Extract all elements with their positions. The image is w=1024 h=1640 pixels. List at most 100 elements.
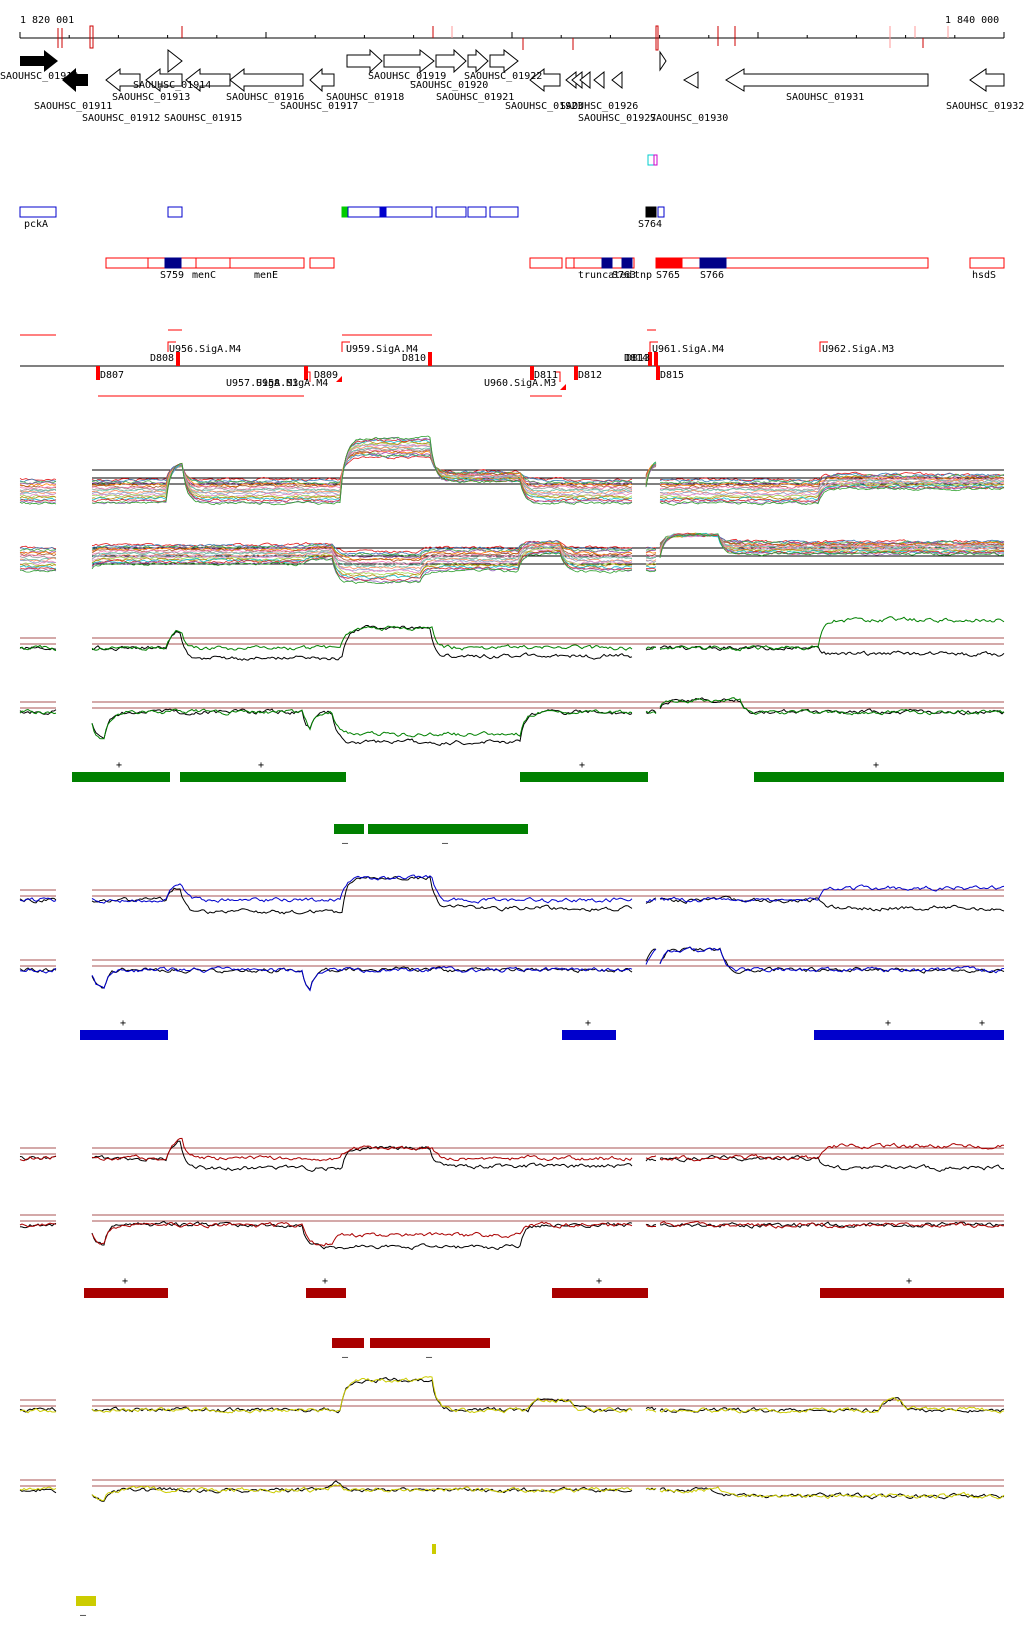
sample-trace (645, 570, 657, 573)
green-plus-label: + (258, 760, 264, 771)
gene-SAOUHSC_01913-arrow[interactable] (145, 67, 183, 93)
sample-trace (645, 548, 656, 551)
gene-label: SAOUHSC_01911 (34, 101, 112, 112)
sample-trace (19, 560, 57, 566)
sample-trace (19, 481, 57, 485)
condition-trace (91, 874, 633, 904)
control-trace (645, 948, 657, 962)
blue-plus-label: + (979, 1018, 985, 1029)
gene-SAOUHSC_01926-arrows[interactable] (565, 70, 605, 90)
gene-label: SAOUHSC_01919 (368, 71, 446, 82)
sample-trace (659, 485, 1005, 503)
condition-trace (91, 1376, 633, 1414)
feature-label-S763: S763 (612, 270, 636, 281)
red-plus-label: + (122, 1276, 128, 1287)
gene-SAOUHSC_01911-arrow[interactable] (62, 68, 88, 92)
gene-label: SAOUHSC_01930 (650, 113, 728, 124)
sample-trace (645, 461, 657, 487)
red-plus-label: + (906, 1276, 912, 1287)
gene-SAOUHSC_01920-arrow[interactable] (435, 48, 467, 74)
gene-SAOUHSC_01927-arrow[interactable] (611, 70, 623, 90)
sample-trace (645, 563, 657, 567)
control-trace (659, 1154, 1005, 1173)
condition-trace (659, 884, 1005, 903)
gene-SAOUHSC_01922-arrow[interactable] (489, 48, 519, 74)
gene-SAOUHSC_01914-arrow[interactable] (167, 48, 183, 74)
condition-trace (659, 1221, 1004, 1229)
terminator-label: D810 (402, 353, 426, 364)
sample-trace (19, 500, 57, 504)
gene-SAOUHSC_01912-arrow[interactable] (105, 67, 141, 93)
sample-trace (659, 476, 1005, 490)
condition-trace (659, 946, 1005, 974)
sample-trace (19, 557, 57, 562)
gene-label: SAOUHSC_01917 (280, 101, 358, 112)
terminator-label: D813 (626, 353, 650, 364)
sample-trace (19, 501, 57, 505)
blue-plus-label: + (120, 1018, 126, 1029)
axis-start-label: 1 820 001 (20, 15, 74, 26)
blue-plus-label: + (885, 1018, 891, 1029)
sample-trace (91, 541, 633, 558)
condition-trace (91, 708, 633, 740)
terminator-label: D808 (150, 353, 174, 364)
red-plus-label: + (322, 1276, 328, 1287)
signal-panel-8 (19, 1479, 1005, 1502)
promoter-label: U956.SigA.M4 (169, 344, 241, 355)
control-trace (659, 697, 1005, 716)
condition-trace (659, 1486, 1005, 1500)
axis-end-label: 1 840 000 (945, 15, 999, 26)
promoter-track: U956.SigA.M4 D808 U959.SigA.M4 D810 D814… (20, 329, 1004, 397)
multi-sample-expression-panels (19, 435, 1005, 584)
gene-SAOUHSC_01915-arrow[interactable] (185, 67, 231, 93)
control-trace (91, 1377, 633, 1414)
signal-panel-7 (19, 1376, 1005, 1414)
cyan-marker (647, 154, 658, 166)
gene-small-plus-arrow[interactable] (659, 50, 667, 72)
condition-trace (659, 1397, 1005, 1414)
condition-trace (645, 710, 657, 714)
gene-SAOUHSC_01931-arrow[interactable] (725, 68, 929, 92)
gene-SAOUHSC_01918-arrow[interactable] (346, 48, 383, 74)
promoter-label: U959.SigA.M4 (346, 344, 418, 355)
gene-SAOUHSC_01921-arrow[interactable] (467, 48, 489, 74)
gene-SAOUHSC_01917-arrow[interactable] (309, 67, 335, 93)
signal-panel-2 (19, 697, 1005, 746)
gene-SAOUHSC_01923-arrow[interactable] (529, 67, 561, 93)
green-plus-label: + (116, 760, 122, 771)
gene-SAOUHSC_01910-arrow[interactable] (20, 50, 58, 72)
terminator-label: D814 (624, 353, 648, 364)
condition-trace (91, 966, 633, 992)
feature-label-S765: S765 (656, 270, 680, 281)
gene-SAOUHSC_01930-arrow[interactable] (682, 71, 699, 89)
signal-panel-3 (19, 874, 1005, 915)
gene-label: SAOUHSC_01932 (946, 101, 1024, 112)
control-trace (91, 708, 633, 746)
feature-label-hsdS: hsdS (972, 270, 996, 281)
gene-track: SAOUHSC_01910 SAOUHSC_01911 SAOUHSC_0191… (0, 48, 1024, 124)
axis-highlight-marks (57, 25, 949, 51)
signal-panel-5 (19, 1137, 1005, 1173)
gene-label: SAOUHSC_01913 (112, 92, 190, 103)
sample-trace (646, 567, 657, 570)
gene-SAOUHSC_01919-arrow[interactable] (383, 48, 435, 74)
condition-trace (645, 1408, 657, 1413)
terminator-label: D812 (578, 370, 602, 381)
sample-trace (91, 545, 633, 570)
condition-trace (19, 1155, 57, 1162)
condition-trace (659, 1142, 1004, 1162)
sample-trace (660, 481, 1004, 497)
sample-trace (91, 551, 633, 584)
gene-label: SAOUHSC_01910 (0, 71, 78, 82)
red-minus-label: – (426, 1352, 433, 1363)
sample-trace (645, 556, 657, 559)
gene-SAOUHSC_01932-arrow[interactable] (969, 68, 1005, 92)
terminator-label: D811 (534, 370, 558, 381)
feature-label-tnp: tnp (634, 270, 652, 281)
signal-panel-1 (19, 616, 1005, 661)
paired-signal-panels (19, 616, 1005, 1502)
control-trace (91, 1480, 633, 1502)
sample-trace (645, 568, 657, 572)
terminator-label: D807 (100, 370, 124, 381)
gene-SAOUHSC_01916-arrow[interactable] (229, 67, 304, 93)
